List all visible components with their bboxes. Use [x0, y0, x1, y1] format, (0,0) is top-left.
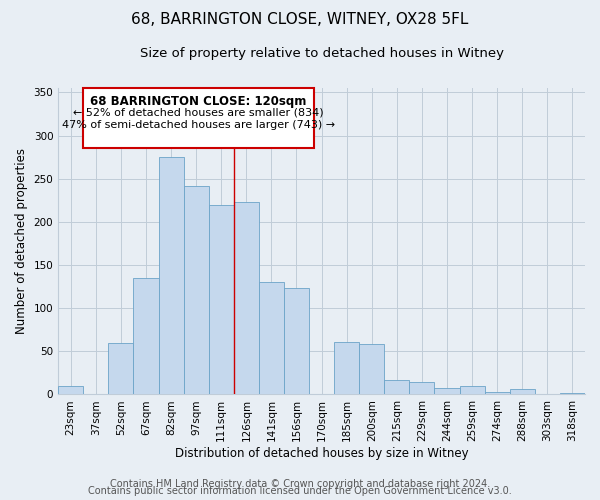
- Bar: [359, 344, 385, 394]
- Bar: [434, 388, 460, 394]
- Text: ← 52% of detached houses are smaller (834): ← 52% of detached houses are smaller (83…: [73, 108, 324, 118]
- Title: Size of property relative to detached houses in Witney: Size of property relative to detached ho…: [140, 48, 503, 60]
- Bar: [158, 157, 184, 394]
- Bar: [510, 390, 535, 394]
- Bar: [409, 382, 434, 394]
- Y-axis label: Number of detached properties: Number of detached properties: [15, 148, 28, 334]
- Bar: [234, 202, 259, 394]
- Text: Contains public sector information licensed under the Open Government Licence v3: Contains public sector information licen…: [88, 486, 512, 496]
- Text: 68 BARRINGTON CLOSE: 120sqm: 68 BARRINGTON CLOSE: 120sqm: [91, 95, 307, 108]
- FancyBboxPatch shape: [83, 88, 314, 148]
- Bar: [385, 380, 409, 394]
- X-axis label: Distribution of detached houses by size in Witney: Distribution of detached houses by size …: [175, 447, 469, 460]
- Bar: [133, 278, 158, 394]
- Bar: [460, 386, 485, 394]
- Text: Contains HM Land Registry data © Crown copyright and database right 2024.: Contains HM Land Registry data © Crown c…: [110, 479, 490, 489]
- Bar: [109, 342, 133, 394]
- Bar: [284, 288, 309, 395]
- Bar: [184, 186, 209, 394]
- Text: 47% of semi-detached houses are larger (743) →: 47% of semi-detached houses are larger (…: [62, 120, 335, 130]
- Bar: [209, 204, 234, 394]
- Bar: [334, 342, 359, 394]
- Bar: [259, 282, 284, 395]
- Bar: [560, 392, 585, 394]
- Bar: [58, 386, 83, 394]
- Bar: [485, 392, 510, 394]
- Text: 68, BARRINGTON CLOSE, WITNEY, OX28 5FL: 68, BARRINGTON CLOSE, WITNEY, OX28 5FL: [131, 12, 469, 28]
